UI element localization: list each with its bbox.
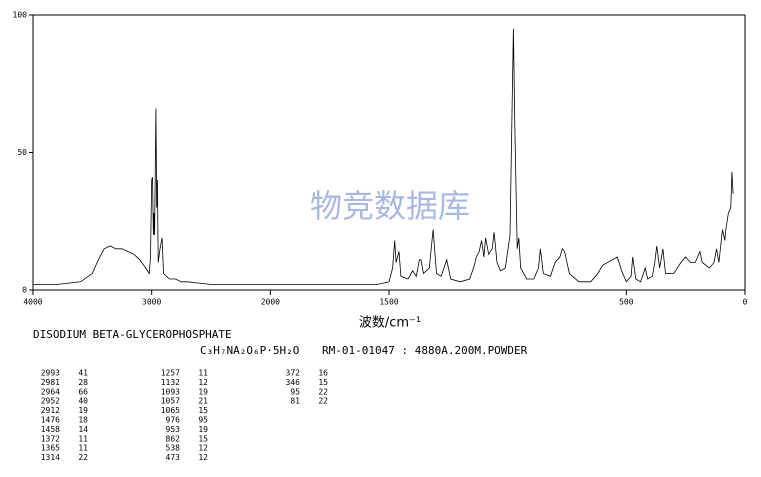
- x-tick-label: 3000: [142, 298, 161, 307]
- peak-wavenumber: 2981: [41, 378, 60, 387]
- peak-wavenumber: 2912: [41, 406, 60, 415]
- sample-info: RM-01-01047 : 4880A.200M.POWDER: [322, 344, 528, 357]
- peak-wavenumber: 1365: [41, 444, 60, 453]
- peak-intensity: 11: [78, 444, 88, 453]
- y-tick-label: 100: [13, 11, 28, 20]
- peak-wavenumber: 953: [166, 425, 181, 434]
- peak-wavenumber: 2952: [41, 397, 60, 406]
- compound-name: DISODIUM BETA-GLYCEROPHOSPHATE: [33, 328, 232, 341]
- peak-wavenumber: 1065: [161, 406, 180, 415]
- x-tick-label: 500: [619, 298, 634, 307]
- peak-intensity: 22: [78, 453, 88, 462]
- peak-wavenumber: 346: [286, 378, 301, 387]
- watermark: 物竞数据库: [310, 187, 470, 225]
- peak-wavenumber: 372: [286, 369, 301, 378]
- peak-intensity: 21: [198, 397, 208, 406]
- peak-intensity: 18: [78, 416, 88, 425]
- peak-wavenumber: 95: [290, 387, 300, 396]
- x-tick-label: 4000: [23, 298, 42, 307]
- peak-wavenumber: 976: [166, 416, 181, 425]
- peak-wavenumber: 1093: [161, 387, 180, 396]
- x-axis-label: 波数/cm⁻¹: [359, 316, 421, 331]
- peak-intensity: 22: [318, 397, 328, 406]
- peak-intensity: 22: [318, 387, 328, 396]
- x-tick-label: 1500: [379, 298, 398, 307]
- peak-intensity: 95: [198, 416, 208, 425]
- peak-wavenumber: 1372: [41, 434, 60, 443]
- peak-intensity: 12: [198, 453, 208, 462]
- peak-wavenumber: 1458: [41, 425, 60, 434]
- x-tick-label: 0: [743, 298, 748, 307]
- peak-intensity: 11: [78, 434, 88, 443]
- peak-intensity: 15: [318, 378, 328, 387]
- peak-wavenumber: 862: [166, 434, 181, 443]
- y-tick-label: 0: [22, 286, 27, 295]
- peak-intensity: 12: [198, 444, 208, 453]
- peak-intensity: 28: [78, 378, 88, 387]
- peak-wavenumber: 473: [166, 453, 181, 462]
- formula: C₃H₇NA₂O₆P·5H₂O: [200, 344, 299, 357]
- peak-intensity: 15: [198, 434, 208, 443]
- peak-wavenumber: 81: [290, 397, 300, 406]
- peak-intensity: 11: [198, 369, 208, 378]
- peak-intensity: 41: [78, 369, 88, 378]
- peak-intensity: 12: [198, 378, 208, 387]
- peak-wavenumber: 1314: [41, 453, 60, 462]
- peak-intensity: 66: [78, 387, 88, 396]
- peak-intensity: 16: [318, 369, 328, 378]
- peak-intensity: 19: [78, 406, 88, 415]
- peak-wavenumber: 2993: [41, 369, 60, 378]
- peak-intensity: 19: [198, 387, 208, 396]
- peak-intensity: 15: [198, 406, 208, 415]
- peak-wavenumber: 1132: [161, 378, 180, 387]
- peak-wavenumber: 1476: [41, 416, 60, 425]
- peak-intensity: 19: [198, 425, 208, 434]
- peak-wavenumber: 2964: [41, 387, 60, 396]
- peak-intensity: 40: [78, 397, 88, 406]
- x-tick-label: 2000: [261, 298, 280, 307]
- peak-wavenumber: 538: [166, 444, 181, 453]
- plot-frame: [32, 14, 746, 291]
- peak-intensity: 14: [78, 425, 88, 434]
- y-tick-label: 50: [17, 148, 27, 157]
- peak-wavenumber: 1257: [161, 369, 180, 378]
- peak-wavenumber: 1057: [161, 397, 180, 406]
- spectrum-line: [33, 28, 734, 285]
